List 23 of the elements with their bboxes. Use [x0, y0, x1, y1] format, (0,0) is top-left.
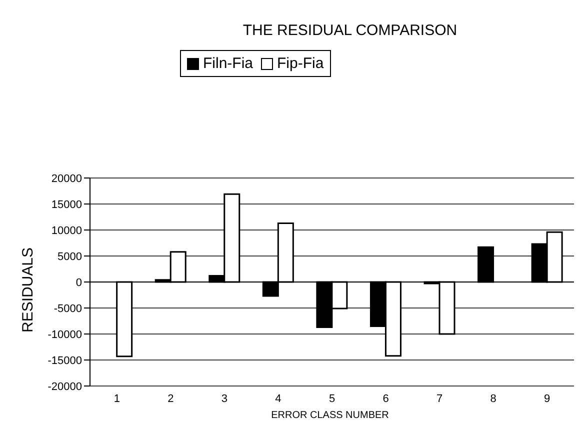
x-tick-label: 6: [382, 392, 389, 405]
x-axis-title: ERROR CLASS NUMBER: [270, 410, 390, 421]
legend-label: Filn-Fia: [202, 55, 254, 72]
x-tick-label: 2: [168, 392, 174, 405]
y-tick-label: -20000: [48, 380, 82, 393]
x-tick-label: 3: [221, 392, 228, 405]
y-tick-label: 5000: [58, 250, 82, 263]
y-tick-label: 15000: [51, 198, 82, 211]
y-axis-title: RESIDUALS: [20, 247, 36, 333]
legend-label: Fip-Fia: [276, 55, 324, 72]
x-tick-label: 7: [436, 392, 443, 405]
y-tick-label: 10000: [51, 224, 82, 237]
x-tick-label: 9: [544, 392, 550, 405]
x-tick-label: 1: [114, 392, 120, 405]
y-tick-label: 0: [76, 276, 82, 289]
x-tick-label: 8: [490, 392, 496, 405]
y-tick-label: -15000: [48, 354, 82, 367]
x-tick-label: 4: [275, 392, 282, 405]
chart-title: THE RESIDUAL COMPARISON: [242, 22, 458, 39]
y-tick-label: 20000: [51, 172, 82, 185]
y-tick-label: -10000: [48, 328, 82, 341]
y-tick-label: -5000: [54, 302, 82, 315]
x-tick-label: 5: [328, 392, 336, 405]
